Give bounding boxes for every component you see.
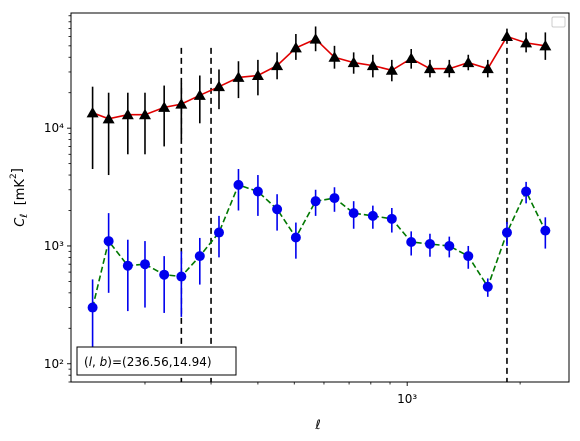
data-point-circle — [252, 186, 263, 197]
series-layer — [86, 26, 552, 355]
data-point-triangle — [86, 106, 99, 118]
data-point-triangle — [366, 59, 379, 71]
data-point-triangle — [462, 56, 475, 68]
data-point-circle — [159, 269, 170, 280]
data-point-circle — [139, 259, 150, 270]
data-point-triangle — [347, 56, 360, 68]
data-point-triangle — [405, 52, 418, 64]
data-point-circle — [501, 227, 512, 238]
annotation: (l, b)=(236.56,14.94) — [76, 346, 237, 376]
y-tick-label: 10⁴ — [44, 121, 64, 135]
data-point-triangle — [121, 108, 134, 120]
data-point-circle — [424, 238, 435, 249]
data-point-triangle — [251, 69, 264, 80]
data-point-circle — [213, 227, 224, 238]
x-tick-label: 10³ — [397, 392, 417, 406]
data-point-triangle — [443, 62, 456, 74]
y-tick-label: 10² — [44, 357, 64, 371]
data-point-circle — [348, 208, 359, 219]
y-axis-label-part: ] — [10, 168, 25, 173]
data-point-circle — [272, 204, 283, 215]
annotation-text-part: )=(236.56,14.94) — [107, 355, 211, 369]
vertical-lines — [180, 47, 508, 382]
data-point-circle — [290, 232, 301, 243]
y-axis-label-part: [mK — [13, 179, 28, 214]
data-point-triangle — [158, 101, 171, 112]
series-line — [92, 35, 546, 120]
annotation-box — [76, 346, 237, 376]
data-point-circle — [194, 251, 205, 262]
data-point-circle — [540, 225, 551, 236]
x-axis-label: ℓ — [314, 418, 320, 433]
data-point-triangle — [212, 80, 225, 92]
y-axis-label: Cℓ [mK2] — [9, 168, 30, 227]
data-point-circle — [386, 213, 397, 224]
data-point-circle — [233, 179, 244, 190]
data-point-circle — [176, 271, 187, 282]
annotation-text-part: b — [100, 355, 108, 369]
data-point-circle — [463, 251, 474, 262]
data-point-triangle — [423, 62, 436, 74]
data-point-circle — [444, 240, 455, 251]
annotation-text: (l, b)=(236.56,14.94) — [84, 355, 212, 369]
data-point-circle — [521, 186, 532, 197]
data-point-triangle — [385, 64, 398, 75]
legend — [551, 16, 566, 28]
annotation-text-part: ( — [84, 355, 89, 369]
data-point-triangle — [289, 41, 302, 53]
data-point-triangle — [138, 108, 151, 120]
major-ticks: 10³ 10² 10³ 10⁴ — [44, 121, 418, 406]
data-point-triangle — [271, 59, 284, 71]
data-point-triangle — [232, 71, 245, 82]
data-point-triangle — [193, 89, 206, 100]
annotation-text-part: l — [89, 355, 93, 369]
data-point-circle — [87, 302, 98, 313]
series-1 — [87, 169, 551, 355]
series-0 — [86, 26, 552, 176]
data-point-triangle — [328, 51, 341, 62]
plot-frame — [70, 12, 570, 383]
legend-frame — [551, 16, 566, 28]
annotation-text-part: , — [92, 355, 100, 369]
y-axis-label-part: 2 — [9, 173, 19, 179]
y-axis-label-part: C — [13, 217, 28, 227]
data-point-circle — [122, 260, 133, 271]
data-point-circle — [310, 196, 321, 207]
y-tick-label: 10³ — [44, 239, 64, 253]
data-point-triangle — [481, 62, 494, 74]
data-point-triangle — [175, 98, 188, 109]
data-point-triangle — [520, 36, 533, 48]
data-point-triangle — [102, 112, 115, 124]
data-point-circle — [367, 210, 378, 221]
data-point-triangle — [500, 30, 513, 42]
data-point-triangle — [309, 33, 322, 44]
data-point-circle — [329, 193, 340, 204]
data-point-circle — [103, 236, 114, 247]
data-point-triangle — [539, 39, 552, 51]
data-point-circle — [406, 237, 417, 248]
data-point-circle — [482, 281, 493, 292]
y-axis-label-part: ℓ — [19, 214, 30, 218]
